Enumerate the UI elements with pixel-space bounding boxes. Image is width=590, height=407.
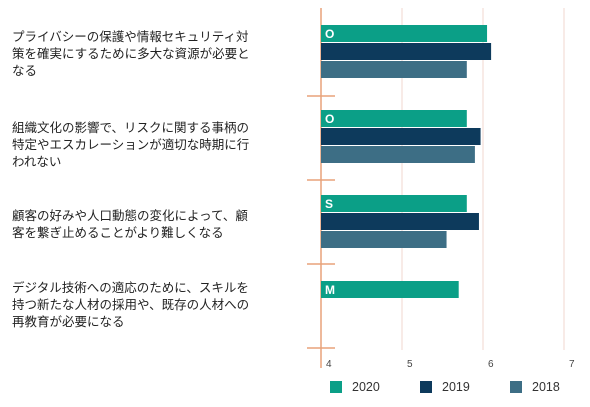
category-label-0-line-1: 策を確実にするために多大な資源が必要と [12,46,250,61]
category-label-3-line-2: 再教育が必要になる [12,314,125,329]
legend-swatch-2020 [330,381,342,393]
bar-2019-1 [321,128,481,145]
bar-2019-0 [321,43,492,60]
legend-item-2018: 2018 [510,380,560,394]
legend-swatch-2018 [510,381,522,393]
category-label-3-line-0: デジタル技術への適応のために、スキルを [12,280,249,295]
x-tick-label-6: 6 [488,359,494,370]
bar-tag-3: M [325,283,335,297]
bar-tag-2: S [325,197,333,211]
legend-item-2019: 2019 [420,380,470,394]
bar-2020-1 [321,110,467,127]
x-tick-label-4: 4 [326,359,332,370]
legend-label-2020: 2020 [352,380,380,394]
legend-label-2019: 2019 [442,380,470,394]
category-label-2-line-0: 顧客の好みや人口動態の変化によって、顧 [12,208,248,223]
category-label-2-line-1: 客を繋ぎ止めることがより難しくなる [12,225,224,240]
category-label-3: デジタル技術への適応のために、スキルを 持つ新たな人材の採用や、既存の人材への … [12,279,280,330]
bar-2018-2 [321,231,447,248]
bar-tag-1: O [325,112,334,126]
legend: 2020 2019 2018 [330,380,580,400]
x-tick-label-5: 5 [407,359,413,370]
category-label-1-line-0: 組織文化の影響で、リスクに関する事柄の [12,120,250,135]
bar-2018-1 [321,146,475,163]
bar-2018-0 [321,61,467,78]
category-label-2: 顧客の好みや人口動態の変化によって、顧 客を繋ぎ止めることがより難しくなる [12,207,280,241]
category-label-0-line-2: なる [12,63,38,78]
x-tick-label-7: 7 [569,359,575,370]
legend-item-2020: 2020 [330,380,380,394]
bar-2020-0 [321,25,488,42]
legend-swatch-2019 [420,381,432,393]
category-label-1-line-2: われない [12,154,62,169]
bar-2020-2 [321,195,467,212]
category-label-0: プライバシーの保護や情報セキュリティ対 策を確実にするために多大な資源が必要と … [12,28,280,79]
bar-tag-0: O [325,27,334,41]
legend-label-2018: 2018 [532,380,560,394]
category-label-3-line-1: 持つ新たな人材の採用や、既存の人材への [12,297,250,312]
bar-2019-2 [321,213,479,230]
category-label-1: 組織文化の影響で、リスクに関する事柄の 特定やエスカレーションが適切な時期に行 … [12,119,280,170]
category-label-0-line-0: プライバシーの保護や情報セキュリティ対 [12,29,249,44]
bar-2020-3 [321,281,459,298]
category-label-1-line-1: 特定やエスカレーションが適切な時期に行 [12,137,250,152]
